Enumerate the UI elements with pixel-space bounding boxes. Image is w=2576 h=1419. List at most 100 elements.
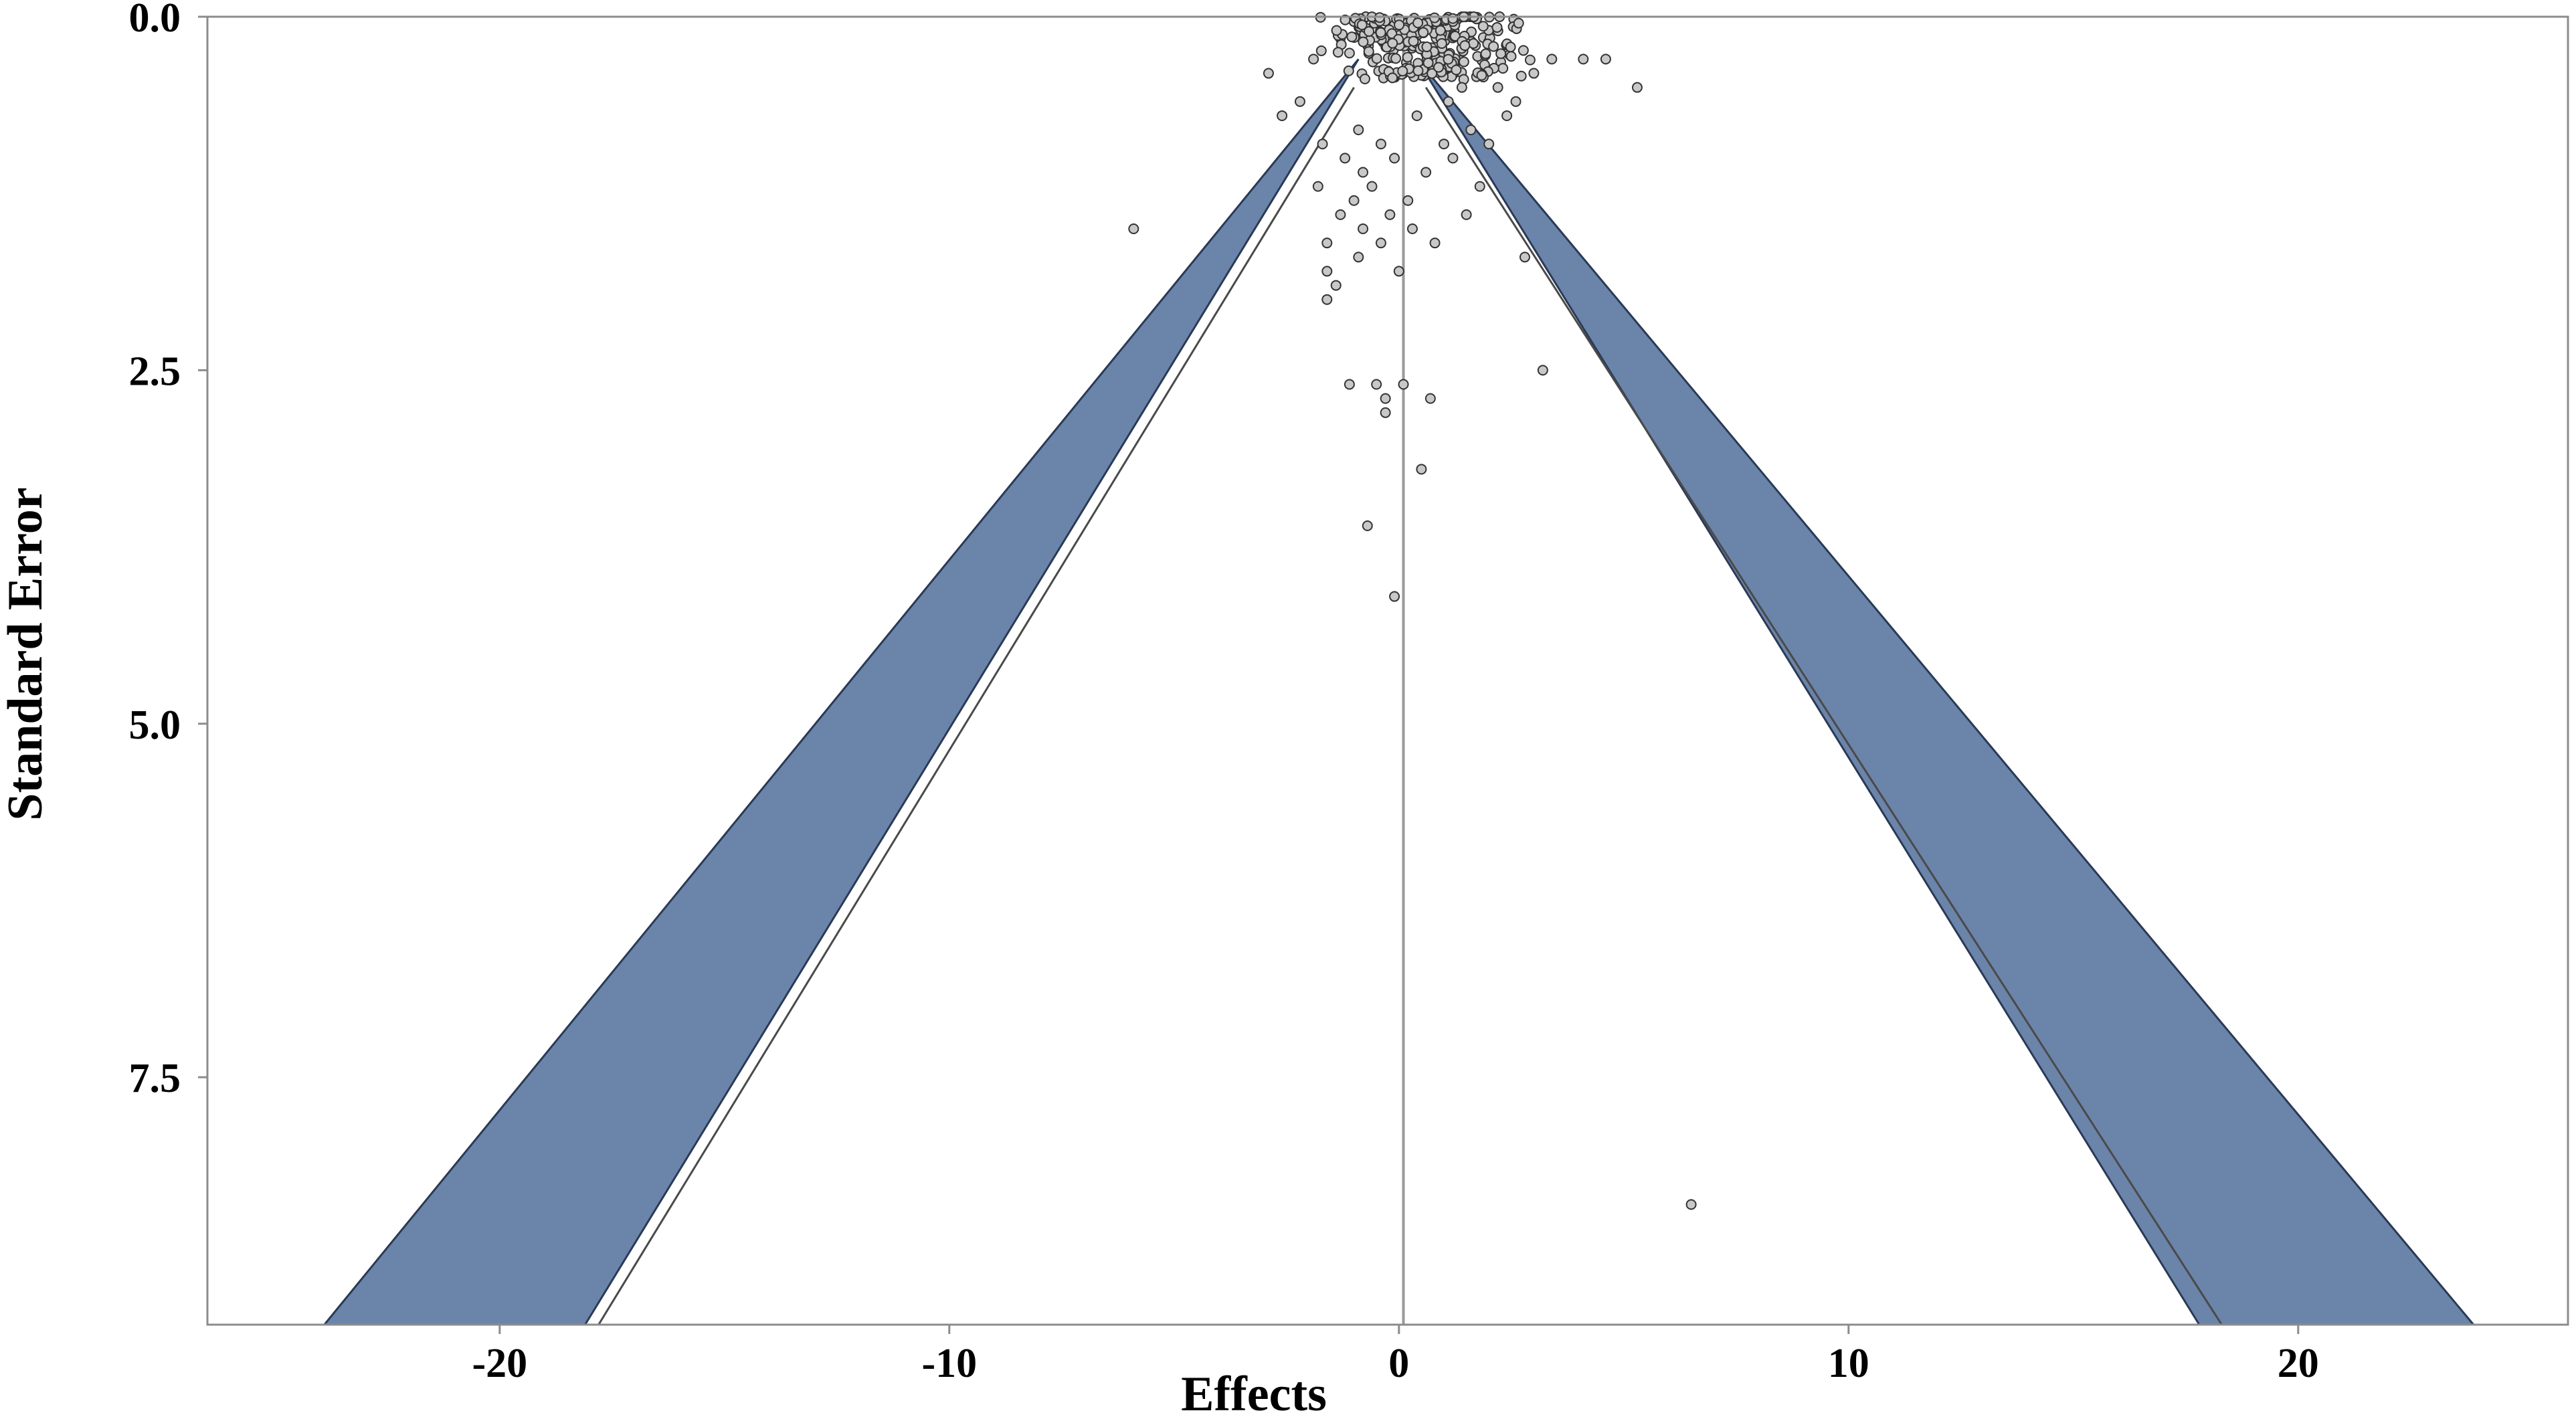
data-points [1128,11,1697,1210]
data-point [1375,27,1386,38]
data-point [1412,65,1424,76]
data-point [1492,82,1503,93]
data-point [1429,12,1440,23]
data-point [1435,25,1446,36]
data-point [1356,19,1368,31]
data-point [1308,54,1319,65]
data-point [1321,294,1333,305]
funnel-band-left [322,58,1360,1326]
data-point [1458,56,1469,68]
data-point [1505,51,1517,62]
data-point [1424,393,1436,404]
data-point [1600,54,1611,65]
x-tick-label: 10 [1828,1341,1869,1386]
data-point [1519,252,1530,263]
data-point [1578,54,1589,65]
data-point [1393,266,1404,277]
data-point [1389,153,1400,164]
data-point [1406,223,1418,235]
data-point [1375,238,1386,249]
data-point [1416,464,1427,475]
data-point [1375,138,1386,150]
data-point [1263,68,1274,79]
data-point [1277,110,1288,121]
data-point [1505,41,1516,53]
data-point [1433,62,1445,73]
data-point [1488,41,1499,52]
data-point [1321,266,1333,277]
data-point [1443,96,1454,107]
x-tick-label: 0 [1388,1341,1409,1386]
data-point [1128,223,1139,235]
data-point [1461,209,1472,220]
data-point [1389,591,1400,602]
data-point [1408,35,1419,47]
data-point [1480,48,1491,60]
data-point [1348,195,1360,206]
data-point [1528,68,1540,79]
x-axis-ticks: -20 -10 0 10 20 [472,1325,2319,1386]
data-point [1387,37,1398,49]
data-point [1456,82,1467,93]
data-point [1422,58,1434,69]
data-point [1390,53,1402,64]
data-point [1353,252,1364,263]
x-tick-label: -10 [921,1341,977,1386]
data-point [1517,45,1529,56]
data-point [1421,41,1433,53]
funnel-band-right [1416,58,2476,1326]
data-point [1537,365,1548,376]
data-point [1384,209,1396,220]
data-point [1332,47,1344,58]
y-tick-label: 5.0 [129,702,181,748]
data-point [1317,138,1328,150]
data-point [1362,520,1373,531]
data-point [1459,40,1471,52]
funnel-inner-lines [597,86,2223,1325]
data-point [1443,54,1454,65]
data-point [1491,21,1503,33]
data-point [1436,38,1447,50]
data-point [1631,82,1643,93]
funnel-inner-line-2 [1424,86,2223,1325]
data-point [1380,393,1391,404]
data-point [1418,27,1429,38]
data-point [1315,45,1327,56]
data-point [1312,181,1323,192]
data-point [1397,66,1408,77]
data-point [1321,238,1333,249]
data-point [1524,54,1536,66]
data-point [1398,379,1409,390]
data-point [1371,53,1382,64]
data-point [1510,96,1522,107]
data-point [1344,379,1355,390]
data-point [1343,65,1354,76]
data-point [1330,280,1342,291]
data-point [1335,209,1346,220]
data-point [1371,379,1382,390]
funnel-bands [322,58,2476,1326]
data-point [1346,31,1358,43]
data-point [1515,70,1527,82]
data-point [1353,124,1364,136]
data-point [1495,48,1507,60]
data-point [1449,30,1461,41]
data-point [1363,45,1374,57]
data-point [1411,110,1422,121]
data-point [1387,72,1398,84]
data-point [1439,138,1449,150]
data-point [1402,195,1414,206]
data-point [1497,63,1509,74]
data-point [1358,167,1369,178]
data-point [1364,25,1375,37]
x-tick-label: 20 [2278,1341,2319,1386]
data-point [1344,48,1355,59]
data-point [1685,1199,1697,1210]
data-point [1513,17,1524,29]
data-point [1474,181,1485,192]
data-point [1366,181,1378,192]
x-axis-label: Effects [1181,1367,1327,1419]
y-tick-label: 7.5 [129,1056,181,1101]
data-point [1359,74,1370,85]
